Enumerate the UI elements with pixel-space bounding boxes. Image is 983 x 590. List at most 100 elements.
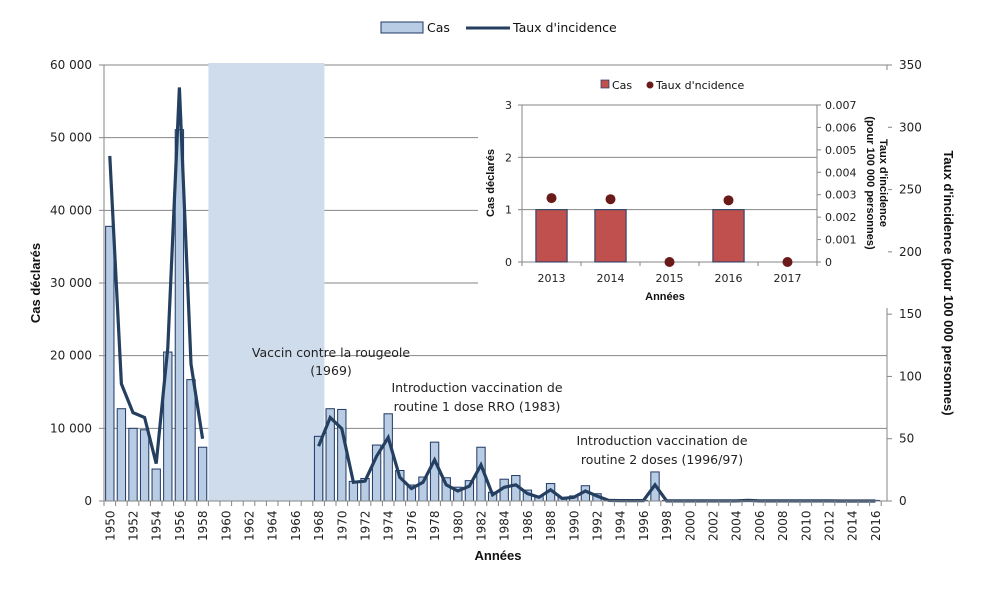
- main-x-tick-label-2002: 2002: [707, 510, 721, 541]
- main-legend: Cas Taux d'incidence: [380, 20, 617, 35]
- main-x-tick-label-1972: 1972: [359, 510, 373, 541]
- vaccine-gap-shading: [208, 63, 325, 501]
- main-x-tick-label-1960: 1960: [219, 510, 233, 541]
- inset-incidence-point-2016: [723, 195, 734, 206]
- inset-cas-bar-2014: [594, 209, 627, 263]
- main-y2-tick-label: 250: [899, 183, 922, 197]
- inset-plot: 0 1 2 3 0 0.001 0.002 0.003 0.004 0.005 0.006 0.007…: [505, 99, 857, 285]
- cas-bar-1974: [383, 413, 393, 502]
- main-x-tick-label-1992: 1992: [591, 510, 605, 541]
- main-x-tick-label-2004: 2004: [730, 510, 744, 541]
- inset-y2-tick-label: 0.004: [825, 166, 857, 179]
- main-y2-tick-label: 200: [899, 245, 922, 259]
- inset-y2-tick-label: 0.002: [825, 211, 857, 224]
- cas-bar-1971: [348, 480, 359, 502]
- main-y2-tick-label: 300: [899, 120, 922, 134]
- inset-y2-axis-label-line1: Taux d'incidence: [877, 139, 889, 227]
- main-x-tick-label-2016: 2016: [869, 510, 883, 541]
- inset-x-tick-label-2017: 2017: [774, 272, 802, 285]
- cas-bar-1970: [337, 408, 347, 502]
- annotation-vaccine-1969-line1: Vaccin contre la rougeole: [252, 345, 411, 360]
- inset-y-tick-label: 0: [505, 256, 512, 269]
- main-x-tick-label-2012: 2012: [823, 510, 837, 541]
- cas-bar-1958: [197, 446, 208, 502]
- inset-y-tick-label: 2: [505, 151, 512, 164]
- main-plot: 0 10 000 20 000 30 000 40 000 50 000 60 000 0 50…: [50, 58, 922, 541]
- inset-background: [478, 70, 888, 308]
- inset-x-tick-label-2014: 2014: [597, 272, 625, 285]
- inset-legend-label-taux: Taux d'ncidence: [655, 79, 744, 92]
- main-x-tick-label-2014: 2014: [846, 510, 860, 541]
- main-x-tick-label-1958: 1958: [196, 510, 210, 541]
- main-x-tick-label-2000: 2000: [683, 510, 697, 541]
- main-x-tick-label-1990: 1990: [567, 510, 581, 541]
- main-x-tick-label-2010: 2010: [799, 510, 813, 541]
- main-y2-tick-label: 350: [899, 58, 922, 72]
- inset-cas-bar-2016: [712, 209, 745, 263]
- inset-y2-axis-label-line2: (pour 100 000 personnes): [864, 116, 876, 250]
- inset-legend-marker-taux: [646, 81, 654, 89]
- cas-bar-1951: [116, 408, 127, 502]
- inset-y-tick-label: 3: [505, 99, 512, 112]
- main-y-axis-label: Cas déclarés: [28, 243, 43, 323]
- main-x-tick-label-1964: 1964: [266, 510, 280, 541]
- main-x-tick-label-2006: 2006: [753, 510, 767, 541]
- main-y2-tick-label: 100: [899, 369, 922, 383]
- main-x-tick-label-2008: 2008: [776, 510, 790, 541]
- main-x-tick-label-1968: 1968: [312, 510, 326, 541]
- main-x-tick-label-1954: 1954: [150, 510, 164, 541]
- inset-incidence-point-2013: [546, 193, 557, 204]
- legend-swatch-cas: [380, 21, 424, 34]
- inset-x-tick-label-2013: 2013: [538, 272, 566, 285]
- cas-bar-1950: [105, 225, 115, 502]
- main-x-tick-label-1996: 1996: [637, 510, 651, 541]
- main-x-tick-label-1980: 1980: [451, 510, 465, 541]
- main-y-tick-label: 40 000: [50, 203, 92, 217]
- main-y-tick-label: 50 000: [50, 131, 92, 145]
- inset-y-tick-label: 1: [505, 204, 512, 217]
- inset-x-tick-label-2016: 2016: [715, 272, 743, 285]
- cas-bar-1957: [186, 379, 196, 502]
- main-x-tick-label-1956: 1956: [173, 510, 187, 541]
- inset-y2-tick-label: 0: [825, 256, 832, 269]
- incidence-line-segment-0: [108, 87, 205, 464]
- inset-legend-swatch-cas: [600, 79, 610, 89]
- main-x-tick-label-1998: 1998: [660, 510, 674, 541]
- annotation-rro-1983-line2: routine 1 dose RRO (1983): [394, 399, 561, 414]
- main-y-tick-label: 60 000: [50, 58, 92, 72]
- annotations: Vaccin contre la rougeole (1969) Introdu…: [252, 345, 748, 467]
- main-y2-tick-label: 0: [899, 494, 907, 508]
- inset-y2-tick-label: 0.001: [825, 234, 857, 247]
- main-x-tick-label-1982: 1982: [475, 510, 489, 541]
- main-y2-tick-label: 50: [899, 432, 914, 446]
- legend-label-taux: Taux d'incidence: [512, 20, 617, 35]
- cas-bar-1978: [429, 441, 440, 502]
- main-y-tick-label: 20 000: [50, 349, 92, 363]
- inset-incidence-point-2015: [664, 257, 675, 267]
- main-x-tick-label-1962: 1962: [243, 510, 257, 541]
- inset-y2-tick-label: 0.005: [825, 144, 857, 157]
- inset-y2-tick-label: 0.006: [825, 121, 857, 134]
- main-x-tick-label-1986: 1986: [521, 510, 535, 541]
- main-x-tick-label-1988: 1988: [544, 510, 558, 541]
- main-y-tick-label: 0: [84, 494, 92, 508]
- annotation-vaccine-1969-line2: (1969): [310, 363, 352, 378]
- main-x-tick-label-1952: 1952: [127, 510, 141, 541]
- main-x-tick-label-1978: 1978: [428, 510, 442, 541]
- main-y2-tick-label: 150: [899, 307, 922, 321]
- inset-x-tick-label-2015: 2015: [656, 272, 684, 285]
- main-y2-axis-label: Taux d'incidence (pour 100 000 personnes…: [941, 150, 956, 415]
- legend-label-cas: Cas: [427, 20, 450, 35]
- annotation-2doses-1996-line2: routine 2 doses (1996/97): [581, 452, 743, 467]
- inset-x-axis-label: Années: [645, 291, 685, 303]
- annotation-2doses-1996-line1: Introduction vaccination de: [576, 433, 747, 448]
- cas-bar-1952: [128, 427, 138, 502]
- main-x-axis-label: Années: [475, 548, 522, 563]
- main-x-tick-label-1970: 1970: [335, 510, 349, 541]
- main-y-tick-label: 10 000: [50, 421, 92, 435]
- inset-incidence-point-2017: [782, 257, 793, 267]
- cas-bar-1954: [151, 468, 161, 502]
- main-x-tick-label-1984: 1984: [498, 510, 512, 541]
- main-x-tick-label-1974: 1974: [382, 510, 396, 541]
